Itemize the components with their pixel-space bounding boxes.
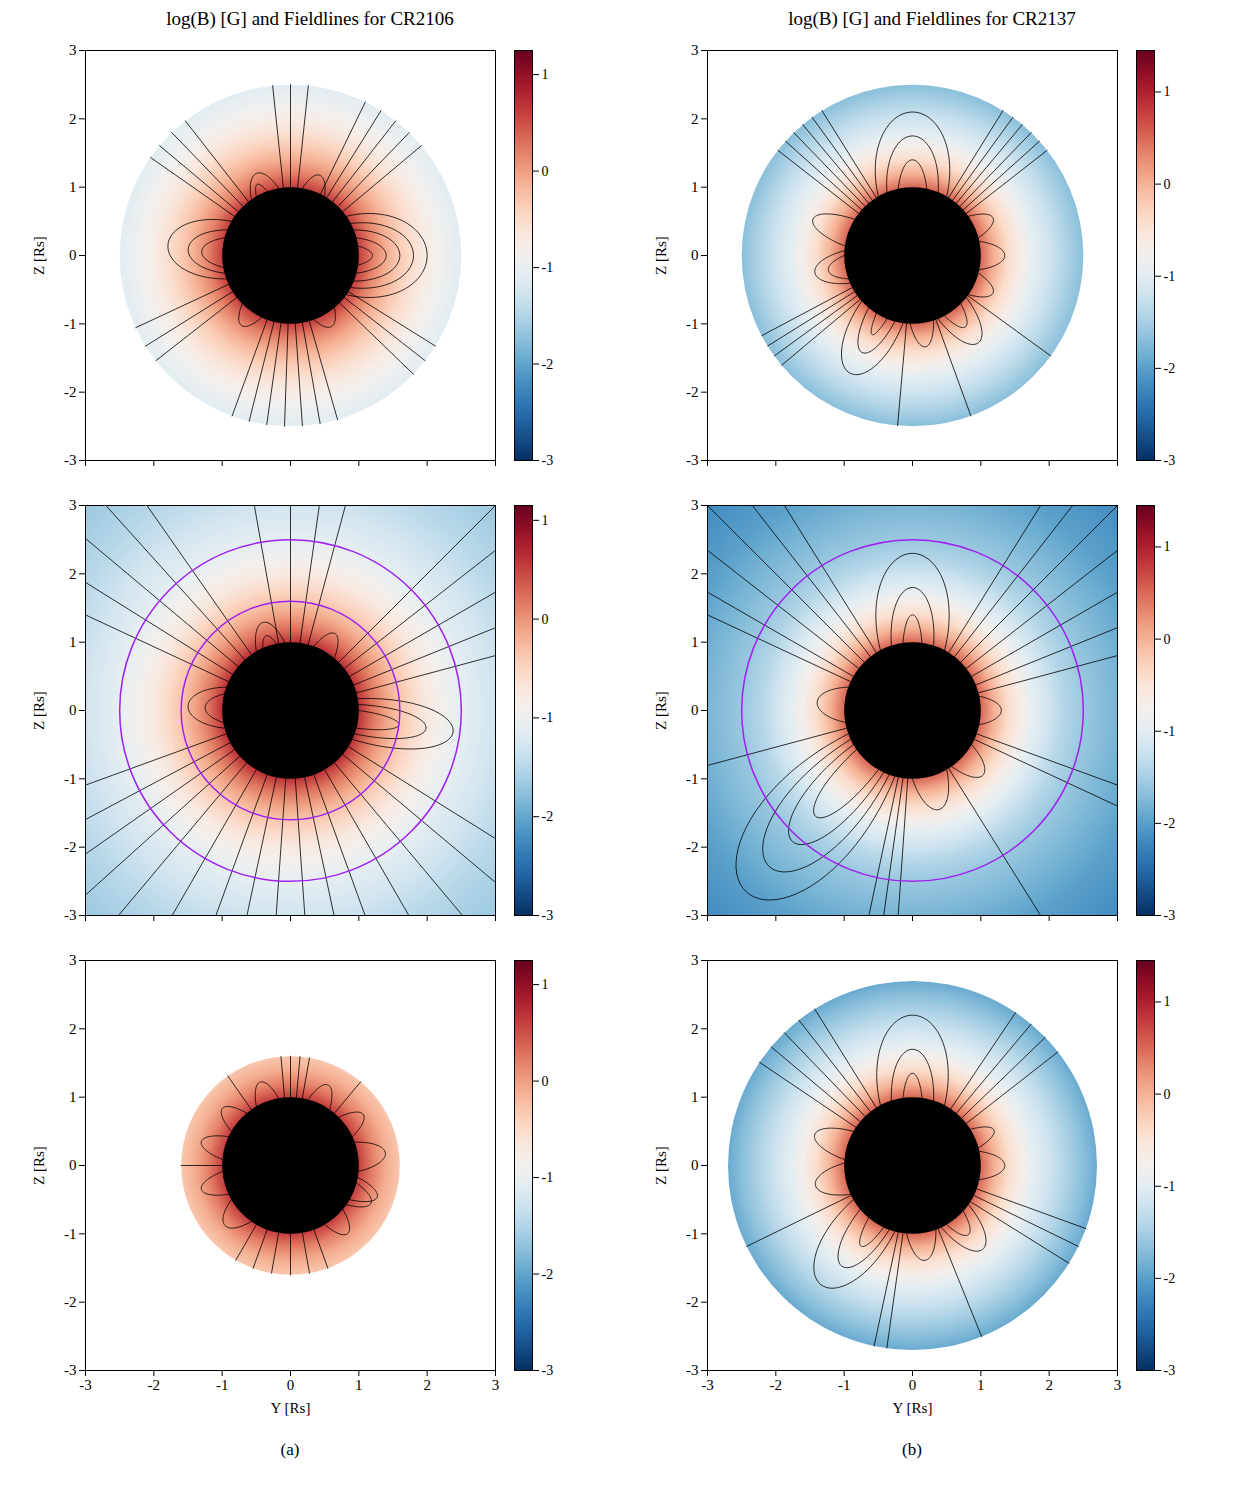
svg-text:Z [Rs]: Z [Rs] <box>653 691 669 730</box>
svg-text:1: 1 <box>542 67 549 82</box>
svg-text:-2: -2 <box>686 1294 699 1310</box>
svg-text:-2: -2 <box>542 1267 554 1282</box>
svg-text:1: 1 <box>691 634 699 650</box>
svg-text:3: 3 <box>691 42 699 58</box>
svg-text:0: 0 <box>909 1377 917 1393</box>
svg-text:1: 1 <box>1164 994 1171 1009</box>
svg-text:-3: -3 <box>686 1362 699 1378</box>
svg-text:0: 0 <box>69 247 77 263</box>
svg-text:-1: -1 <box>686 771 699 787</box>
svg-text:-2: -2 <box>64 839 77 855</box>
svg-text:3: 3 <box>691 497 699 513</box>
svg-text:-1: -1 <box>838 1377 851 1393</box>
svg-text:-1: -1 <box>686 1226 699 1242</box>
svg-text:-3: -3 <box>79 1377 92 1393</box>
svg-text:-3: -3 <box>1164 908 1176 923</box>
svg-text:-2: -2 <box>1164 361 1176 376</box>
svg-text:2: 2 <box>69 566 77 582</box>
html-text:(a): (a) <box>280 1440 300 1459</box>
svg-text:-1: -1 <box>1164 269 1176 284</box>
svg-text:1: 1 <box>1164 539 1171 554</box>
svg-text:-1: -1 <box>542 1170 554 1185</box>
svg-text:-3: -3 <box>542 453 554 468</box>
svg-text:1: 1 <box>69 179 77 195</box>
svg-text:-1: -1 <box>64 771 77 787</box>
svg-text:-1: -1 <box>64 316 77 332</box>
svg-text:2: 2 <box>69 1021 77 1037</box>
svg-text:0: 0 <box>1164 1087 1171 1102</box>
svg-text:0: 0 <box>691 702 699 718</box>
svg-text:2: 2 <box>69 111 77 127</box>
svg-text:-2: -2 <box>542 357 554 372</box>
svg-text:-3: -3 <box>1164 453 1176 468</box>
svg-text:1: 1 <box>691 179 699 195</box>
svg-text:-3: -3 <box>542 908 554 923</box>
svg-text:-1: -1 <box>216 1377 229 1393</box>
svg-text:2: 2 <box>691 1021 699 1037</box>
svg-text:Z [Rs]: Z [Rs] <box>31 691 47 730</box>
svg-text:-3: -3 <box>686 452 699 468</box>
svg-text:-3: -3 <box>686 907 699 923</box>
html-text:log(B) [G] and Fieldlines for: log(B) [G] and Fieldlines for CR2106 <box>166 8 454 29</box>
svg-text:1: 1 <box>542 513 549 528</box>
svg-text:1: 1 <box>691 1089 699 1105</box>
svg-text:1: 1 <box>69 1089 77 1105</box>
svg-text:-1: -1 <box>1164 724 1176 739</box>
svg-text:-2: -2 <box>64 1294 77 1310</box>
svg-text:-2: -2 <box>148 1377 161 1393</box>
svg-text:-1: -1 <box>686 316 699 332</box>
svg-text:-3: -3 <box>701 1377 714 1393</box>
svg-text:-2: -2 <box>542 809 554 824</box>
svg-text:3: 3 <box>691 952 699 968</box>
svg-text:2: 2 <box>691 111 699 127</box>
svg-text:1: 1 <box>355 1377 363 1393</box>
svg-text:0: 0 <box>691 1157 699 1173</box>
svg-text:-1: -1 <box>542 710 554 725</box>
svg-text:-3: -3 <box>64 1362 77 1378</box>
html-text:(b): (b) <box>902 1440 922 1459</box>
svg-text:0: 0 <box>1164 177 1171 192</box>
svg-text:-3: -3 <box>1164 1363 1176 1378</box>
svg-text:3: 3 <box>1114 1377 1122 1393</box>
svg-text:Z [Rs]: Z [Rs] <box>653 236 669 275</box>
svg-text:0: 0 <box>287 1377 295 1393</box>
svg-text:-1: -1 <box>542 260 554 275</box>
html-text:log(B) [G] and Fieldlines for: log(B) [G] and Fieldlines for CR2137 <box>788 8 1076 29</box>
svg-text:Z [Rs]: Z [Rs] <box>653 1146 669 1185</box>
svg-text:0: 0 <box>542 164 549 179</box>
svg-text:-3: -3 <box>64 452 77 468</box>
svg-text:1: 1 <box>1164 84 1171 99</box>
svg-text:2: 2 <box>691 566 699 582</box>
svg-text:3: 3 <box>69 42 77 58</box>
svg-text:1: 1 <box>542 977 549 992</box>
svg-text:2: 2 <box>1045 1377 1053 1393</box>
svg-text:3: 3 <box>492 1377 500 1393</box>
svg-text:-2: -2 <box>64 384 77 400</box>
svg-text:Z [Rs]: Z [Rs] <box>31 236 47 275</box>
svg-text:-1: -1 <box>64 1226 77 1242</box>
svg-text:3: 3 <box>69 952 77 968</box>
svg-text:2: 2 <box>423 1377 431 1393</box>
svg-text:-2: -2 <box>1164 816 1176 831</box>
svg-text:0: 0 <box>1164 632 1171 647</box>
svg-text:-1: -1 <box>1164 1179 1176 1194</box>
svg-text:0: 0 <box>691 247 699 263</box>
svg-text:0: 0 <box>69 1157 77 1173</box>
svg-text:Y [Rs]: Y [Rs] <box>271 1400 311 1416</box>
svg-text:0: 0 <box>542 612 549 627</box>
svg-text:1: 1 <box>69 634 77 650</box>
svg-text:-3: -3 <box>64 907 77 923</box>
svg-text:-3: -3 <box>542 1363 554 1378</box>
svg-text:-2: -2 <box>770 1377 783 1393</box>
svg-text:Y [Rs]: Y [Rs] <box>893 1400 933 1416</box>
svg-text:0: 0 <box>69 702 77 718</box>
svg-text:-2: -2 <box>1164 1271 1176 1286</box>
svg-text:-2: -2 <box>686 839 699 855</box>
svg-text:3: 3 <box>69 497 77 513</box>
svg-text:-2: -2 <box>686 384 699 400</box>
svg-text:0: 0 <box>542 1074 549 1089</box>
svg-text:1: 1 <box>977 1377 985 1393</box>
svg-text:Z [Rs]: Z [Rs] <box>31 1146 47 1185</box>
